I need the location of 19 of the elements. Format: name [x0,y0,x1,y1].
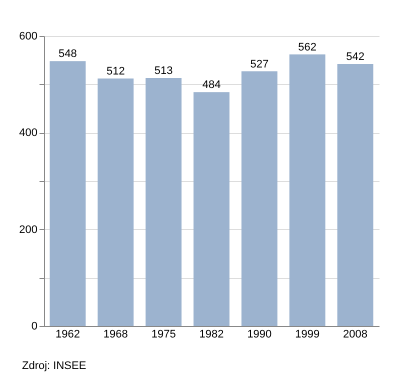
y-tick-label: 0 [31,320,38,332]
data-label: 512 [106,66,125,78]
x-tick-label: 1962 [55,328,80,340]
x-tick-label: 2008 [343,328,368,340]
data-label: 527 [250,58,269,70]
x-tick-label: 1982 [199,328,224,340]
data-label: 484 [202,79,221,92]
data-label: 548 [58,48,77,60]
y-tick-label: 200 [19,224,38,236]
text: Zdroj: INSEE [22,360,86,372]
data-label: 562 [298,41,317,54]
data-label: 513 [154,65,173,78]
data-label: 542 [346,51,364,64]
x-tick-label: 1999 [295,328,320,340]
x-tick-label: 1990 [247,328,272,340]
y-tick-label: 600 [19,30,38,42]
x-tick-label: 1975 [151,328,176,340]
y-tick-label: 400 [19,127,38,140]
x-tick-label: 1968 [103,328,128,340]
